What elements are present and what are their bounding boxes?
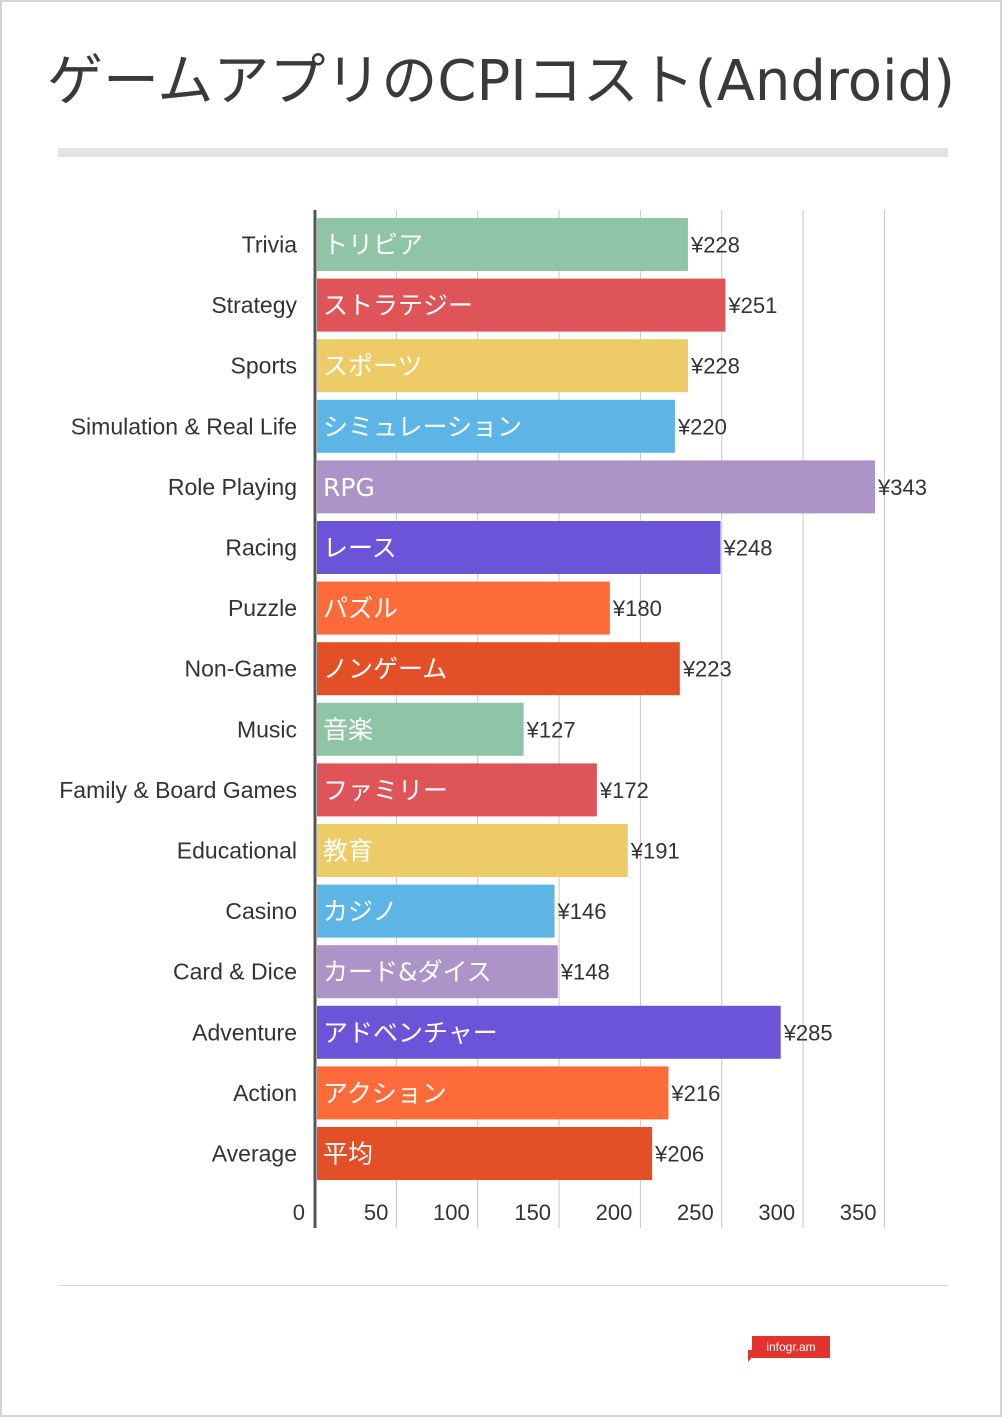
- value-label: ¥191: [630, 839, 680, 864]
- category-label: Racing: [225, 535, 297, 561]
- footer-divider: [58, 1285, 948, 1286]
- bar-label: RPG: [323, 473, 375, 502]
- bar-label: アドベンチャー: [323, 1018, 498, 1047]
- category-label: Strategy: [211, 292, 297, 318]
- category-label: Simulation & Real Life: [71, 413, 297, 439]
- title-divider: [58, 148, 948, 157]
- category-label: Non-Game: [185, 656, 297, 682]
- bar-label: 音楽: [323, 715, 373, 744]
- bar-label: カード&ダイス: [323, 958, 492, 987]
- x-tick-label: 50: [364, 1200, 388, 1225]
- x-tick-label: 0: [293, 1200, 305, 1225]
- value-label: ¥228: [690, 233, 740, 258]
- category-label: Card & Dice: [173, 959, 297, 985]
- bar: [317, 763, 597, 817]
- bar-label: カジノ: [323, 897, 398, 926]
- category-label: Action: [233, 1080, 297, 1106]
- chart-title: ゲームアプリのCPIコスト(Android): [47, 49, 955, 114]
- bar: [317, 702, 524, 756]
- x-tick-label: 200: [596, 1200, 633, 1225]
- value-label: ¥220: [677, 414, 727, 439]
- bar-label: スポーツ: [323, 352, 423, 381]
- value-label: ¥228: [690, 354, 740, 379]
- category-label: Music: [237, 716, 297, 742]
- infogram-logo[interactable]: infogr.am: [748, 1336, 830, 1362]
- x-tick-label: 250: [677, 1200, 714, 1225]
- value-label: ¥148: [560, 960, 610, 985]
- bar: [317, 521, 721, 574]
- value-label: ¥248: [722, 536, 772, 561]
- value-label: ¥343: [877, 475, 927, 500]
- bar-label: ファミリー: [323, 776, 448, 805]
- bar-label: トリビア: [323, 231, 423, 260]
- logo-text: infogr.am: [766, 1340, 816, 1354]
- bar: [317, 824, 628, 877]
- bar: [317, 218, 688, 271]
- bar-label: アクション: [323, 1079, 447, 1108]
- bar: [317, 1066, 669, 1120]
- bar: [317, 1127, 653, 1180]
- category-label: Family & Board Games: [59, 777, 297, 803]
- category-label: Puzzle: [228, 595, 297, 621]
- category-label: Sports: [231, 353, 297, 379]
- value-label: ¥127: [526, 717, 576, 742]
- bar: [317, 945, 558, 999]
- bar-label: 平均: [323, 1140, 373, 1169]
- logo-flag: [752, 1336, 830, 1358]
- bar: [317, 581, 610, 635]
- value-label: ¥223: [682, 657, 732, 682]
- bar: [317, 339, 688, 393]
- x-tick-label: 150: [514, 1200, 551, 1225]
- value-label: ¥285: [783, 1020, 833, 1045]
- category-label: Adventure: [192, 1019, 297, 1045]
- category-label: Role Playing: [168, 474, 297, 500]
- bar: [317, 278, 726, 332]
- bar-label: レース: [323, 534, 397, 563]
- bar: [317, 399, 675, 453]
- value-label: ¥146: [557, 899, 607, 924]
- category-label: Educational: [177, 838, 297, 864]
- bar: [317, 1005, 781, 1059]
- bar-label: ノンゲーム: [323, 655, 447, 684]
- bar-label: ストラテジー: [323, 291, 473, 320]
- bar: [317, 460, 876, 514]
- x-tick-label: 300: [758, 1200, 795, 1225]
- value-label: ¥172: [599, 778, 649, 803]
- value-label: ¥180: [612, 596, 662, 621]
- bar-label: 教育: [323, 837, 373, 866]
- category-label: Casino: [225, 898, 297, 924]
- category-label: Average: [212, 1141, 297, 1167]
- value-label: ¥216: [670, 1081, 720, 1106]
- bar: [317, 884, 555, 938]
- x-tick-label: 100: [433, 1200, 470, 1225]
- bar-label: パズル: [323, 594, 398, 623]
- value-label: ¥206: [654, 1142, 704, 1167]
- x-tick-label: 350: [840, 1200, 877, 1225]
- value-label: ¥251: [727, 293, 777, 318]
- bar: [317, 642, 680, 696]
- bar-label: シミュレーション: [323, 412, 522, 441]
- category-label: Trivia: [242, 232, 298, 258]
